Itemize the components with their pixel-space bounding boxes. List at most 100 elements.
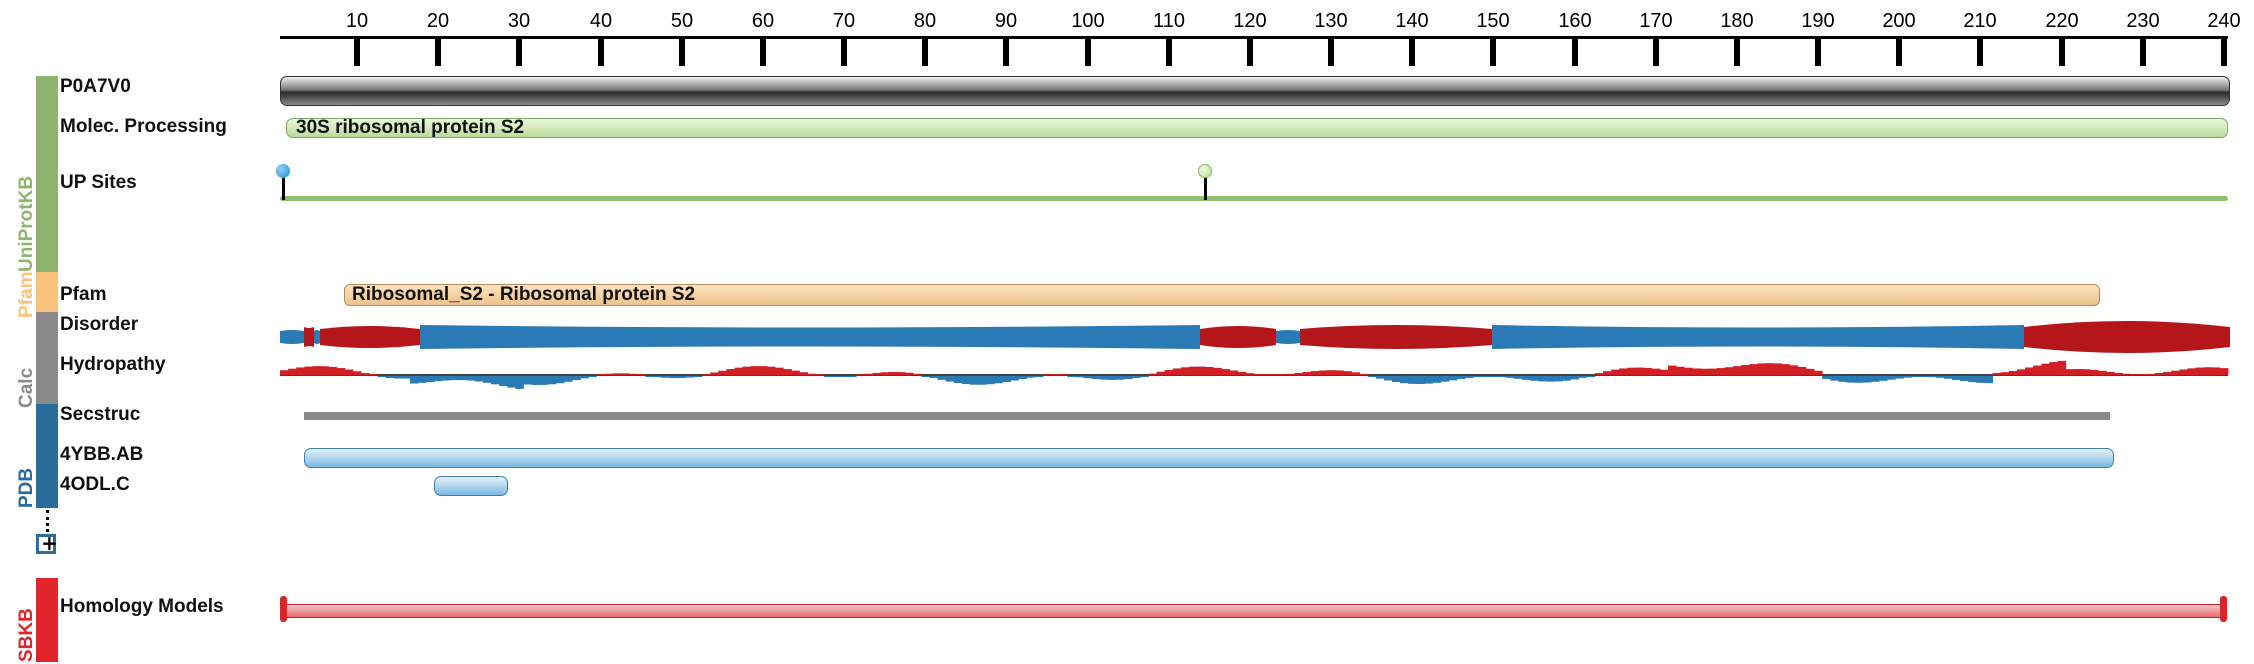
hydropathy-bar bbox=[1878, 376, 1888, 381]
hydropathy-bar bbox=[2000, 372, 2010, 375]
hydropathy-bar bbox=[1838, 376, 1847, 382]
hydropathy-bar bbox=[669, 376, 679, 379]
hydropathy-bar bbox=[1627, 367, 1636, 375]
dotted-connector bbox=[46, 510, 49, 532]
hydropathy-bar bbox=[726, 369, 735, 375]
hydropathy-bar bbox=[1465, 376, 1474, 378]
ruler-tick-label: 240 bbox=[2207, 10, 2241, 32]
hydropathy-bar bbox=[1042, 374, 1052, 375]
hydropathy-bar bbox=[409, 376, 419, 384]
site-marker-blue[interactable] bbox=[276, 164, 290, 178]
hydropathy-bar bbox=[1091, 376, 1101, 380]
hydropathy-bar bbox=[1830, 376, 1839, 381]
disorder-segment bbox=[280, 330, 304, 344]
hydropathy-bar bbox=[2025, 367, 2034, 375]
hydropathy-bar bbox=[1400, 376, 1409, 384]
hydropathy-bar bbox=[2016, 369, 2026, 375]
group-label-pdb: PDB bbox=[16, 467, 37, 508]
hydropathy-bar bbox=[978, 376, 987, 385]
hydropathy-bar bbox=[1805, 368, 1815, 375]
hydropathy-bar bbox=[296, 367, 305, 375]
ruler-tick bbox=[922, 38, 928, 66]
hydropathy-bar bbox=[1473, 376, 1482, 378]
hydropathy-bar bbox=[474, 376, 484, 382]
hydropathy-bar bbox=[1205, 366, 1214, 375]
hydropathy-bar bbox=[547, 376, 557, 385]
ruler-tick-label: 130 bbox=[1314, 10, 1348, 32]
hydropathy-bar bbox=[1497, 376, 1507, 378]
ruler-tick-label: 60 bbox=[751, 10, 775, 32]
hydropathy-bar bbox=[361, 373, 370, 375]
hydropathy-bar bbox=[1870, 376, 1880, 382]
ruler-tick bbox=[1734, 38, 1740, 66]
hydropathy-bar bbox=[539, 376, 549, 385]
hydropathy-bar bbox=[2171, 370, 2180, 375]
hydropathy-bar bbox=[969, 376, 979, 385]
secstruc-bar[interactable] bbox=[304, 412, 2110, 420]
hydropathy-bar bbox=[1221, 369, 1231, 375]
hydropathy-bar bbox=[1635, 367, 1644, 375]
hydropathy-bar bbox=[1789, 365, 1799, 375]
hydropathy-bar bbox=[1846, 376, 1856, 383]
ruler-tick bbox=[1490, 38, 1496, 66]
site-marker-green[interactable] bbox=[1198, 164, 1212, 178]
hydropathy-bar bbox=[401, 376, 411, 379]
hydropathy-bar bbox=[353, 371, 362, 375]
hydropathy-bar bbox=[2179, 369, 2188, 375]
hydropathy-bar bbox=[1822, 376, 1831, 380]
hydropathy-bar bbox=[1952, 376, 1961, 380]
hydropathy-bar bbox=[588, 376, 597, 377]
hydropathy-bar bbox=[1594, 373, 1604, 375]
pdb-bar-4ybb[interactable] bbox=[304, 448, 2114, 468]
disorder-segment bbox=[2024, 321, 2230, 353]
ruler-tick bbox=[1572, 38, 1578, 66]
hydropathy-bar bbox=[1814, 370, 1823, 375]
hydropathy-bar bbox=[328, 366, 338, 375]
hydropathy-bar bbox=[921, 376, 930, 377]
hydropathy-bar bbox=[288, 368, 297, 375]
hydropathy-bar bbox=[499, 376, 508, 386]
ruler-tick-label: 170 bbox=[1639, 10, 1673, 32]
ruler-tick bbox=[841, 38, 847, 66]
hydropathy-bar bbox=[450, 376, 459, 381]
protein-bar[interactable] bbox=[280, 76, 2230, 106]
homology-bar[interactable] bbox=[282, 604, 2226, 618]
hydropathy-bar bbox=[1026, 376, 1036, 378]
site-pin-2[interactable] bbox=[1204, 176, 1207, 200]
ruler-tick-label: 160 bbox=[1558, 10, 1592, 32]
molec-processing-bar[interactable] bbox=[286, 118, 2228, 138]
ruler-tick bbox=[516, 38, 522, 66]
hydropathy-bar bbox=[2073, 368, 2083, 375]
hydropathy-bar bbox=[1018, 376, 1028, 379]
hydropathy-bar bbox=[280, 370, 289, 375]
group-label-pfam: Pfam bbox=[16, 271, 37, 318]
pdb-bar-4odl[interactable] bbox=[434, 476, 508, 496]
hydropathy-bar bbox=[1067, 376, 1076, 377]
hydropathy-bar bbox=[913, 373, 922, 375]
hydropathy-bar bbox=[1327, 370, 1336, 375]
hydropathy-bar bbox=[2138, 374, 2148, 375]
pfam-bar[interactable] bbox=[344, 284, 2100, 306]
hydropathy-bar bbox=[1570, 376, 1580, 380]
hydropathy-bar bbox=[1521, 376, 1531, 380]
hydropathy-bar bbox=[1367, 376, 1377, 377]
expand-button[interactable]: + bbox=[36, 533, 58, 554]
hydropathy-bar bbox=[385, 376, 395, 379]
hydropathy-bar bbox=[1992, 372, 2002, 375]
track-label-molec: Molec. Processing bbox=[60, 116, 227, 137]
hydropathy-bar bbox=[515, 376, 524, 389]
group-label-uniprot: UniProtKB bbox=[16, 175, 37, 272]
ruler-line bbox=[280, 36, 2228, 39]
hydropathy-bar bbox=[1854, 376, 1864, 383]
site-pin-1[interactable] bbox=[282, 172, 285, 200]
ruler-tick-label: 210 bbox=[1963, 10, 1997, 32]
ruler-tick-label: 120 bbox=[1233, 10, 1267, 32]
pfam-bar-text: Ribosomal_S2 - Ribosomal protein S2 bbox=[352, 284, 696, 305]
hydropathy-bar bbox=[1927, 376, 1937, 378]
hydropathy-bar bbox=[2081, 369, 2091, 375]
hydropathy-bar bbox=[807, 373, 817, 375]
hydropathy-bar bbox=[1749, 364, 1758, 375]
hydropathy-bar bbox=[1667, 365, 1677, 375]
track-label-protein: P0A7V0 bbox=[60, 76, 131, 97]
hydropathy-bar bbox=[2130, 374, 2140, 375]
